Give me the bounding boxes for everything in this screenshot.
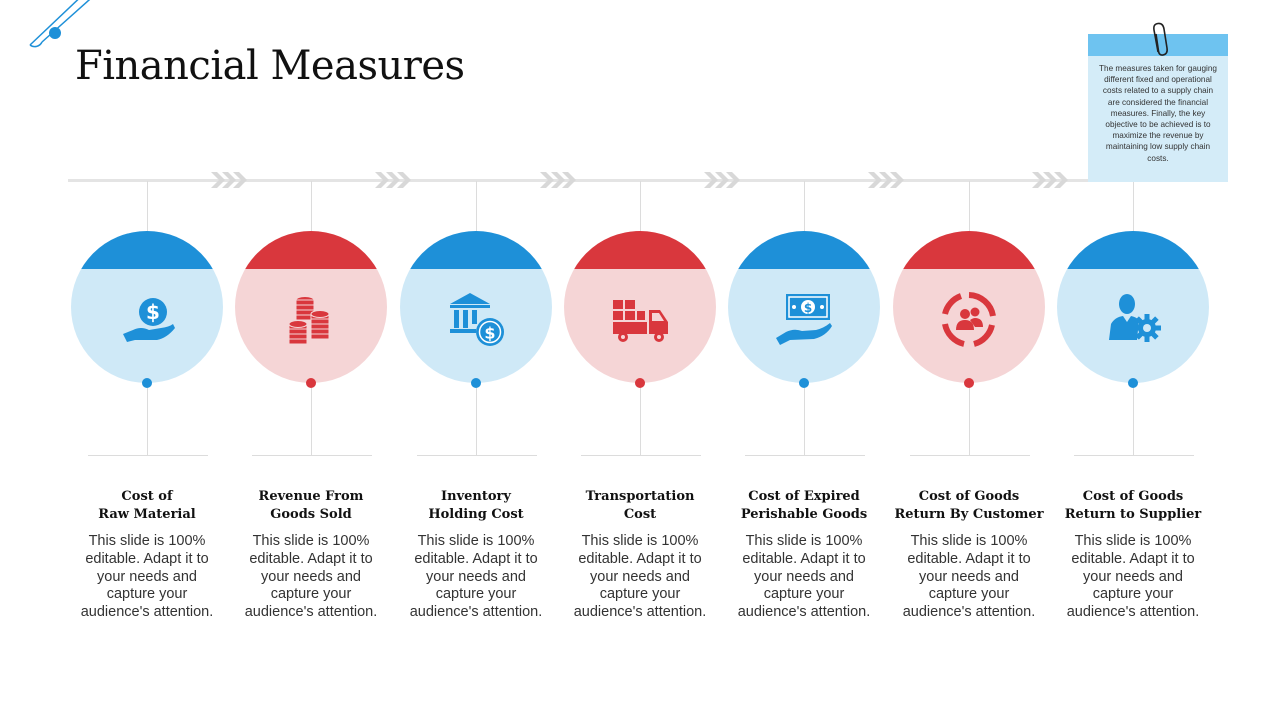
chevrons-icon	[375, 172, 411, 188]
hand-dollar-icon: $	[123, 298, 175, 342]
connector-line	[1133, 181, 1134, 231]
step-dot	[964, 378, 974, 388]
step-title: Revenue From Goods Sold	[258, 489, 364, 522]
step-dot	[635, 378, 645, 388]
step-description: This slide is 100% editable. Adapt it to…	[1066, 533, 1200, 621]
connector-line	[476, 181, 477, 231]
connector-line	[311, 388, 312, 455]
chevrons-icon	[211, 172, 247, 188]
step-title: Transportation Cost	[585, 489, 695, 522]
hand-banknote-icon: $	[776, 294, 832, 345]
baseline-divider	[88, 455, 208, 456]
step-title: Cost of Raw Material	[98, 489, 196, 522]
step-title: Inventory Holding Cost	[428, 489, 524, 522]
chevrons-icon	[868, 172, 904, 188]
step-dot	[142, 378, 152, 388]
connector-line	[969, 388, 970, 455]
connector-line	[147, 388, 148, 455]
step-title: Cost of Goods Return By Customer	[894, 489, 1044, 522]
delivery-truck-icon	[613, 300, 668, 342]
connector-line	[640, 181, 641, 231]
step-description: This slide is 100% editable. Adapt it to…	[573, 533, 707, 621]
baseline-divider	[1074, 455, 1194, 456]
step-description: This slide is 100% editable. Adapt it to…	[80, 533, 214, 621]
step-description: This slide is 100% editable. Adapt it to…	[409, 533, 543, 621]
step-circle-revenue-from-goods-sold	[235, 231, 387, 383]
corner-clip-decoration	[29, 0, 91, 48]
baseline-divider	[910, 455, 1030, 456]
connector-line	[147, 181, 148, 231]
paperclip-icon	[1153, 22, 1168, 56]
chevrons-icon	[540, 172, 576, 188]
step-dot	[799, 378, 809, 388]
baseline-divider	[252, 455, 372, 456]
sticky-note-text: The measures taken for gauging different…	[1099, 64, 1217, 163]
step-description: This slide is 100% editable. Adapt it to…	[737, 533, 871, 621]
svg-text:$: $	[804, 301, 812, 315]
coin-stacks-icon	[288, 296, 330, 345]
step-dot	[1128, 378, 1138, 388]
chevrons-icon	[704, 172, 740, 188]
supplier-gear-icon	[1109, 294, 1161, 342]
chevrons-icon	[1032, 172, 1068, 188]
baseline-divider	[581, 455, 701, 456]
step-description: This slide is 100% editable. Adapt it to…	[902, 533, 1036, 621]
customer-cycle-icon	[942, 292, 996, 347]
svg-text:$: $	[484, 324, 495, 343]
sticky-note-body	[1088, 56, 1228, 182]
connector-line	[804, 181, 805, 231]
step-circle-cost-of-goods-return-by-customer	[893, 231, 1045, 383]
step-title: Cost of Expired Perishable Goods	[740, 489, 868, 522]
page-title: Financial Measures	[75, 42, 465, 89]
step-dot	[306, 378, 316, 388]
step-circle-inventory-holding-cost	[400, 231, 552, 383]
svg-text:$: $	[146, 300, 160, 324]
connector-line	[476, 388, 477, 455]
baseline-divider	[745, 455, 865, 456]
bank-dollar-icon: $	[450, 293, 504, 346]
connector-line	[969, 181, 970, 231]
step-dot	[471, 378, 481, 388]
step-circle-transportation-cost	[564, 231, 716, 383]
timeline-line	[68, 179, 1208, 182]
connector-line	[640, 388, 641, 455]
connector-line	[804, 388, 805, 455]
connector-line	[311, 181, 312, 231]
baseline-divider	[417, 455, 537, 456]
step-description: This slide is 100% editable. Adapt it to…	[244, 533, 378, 621]
step-title: Cost of Goods Return to Supplier	[1064, 489, 1202, 522]
connector-line	[1133, 388, 1134, 455]
